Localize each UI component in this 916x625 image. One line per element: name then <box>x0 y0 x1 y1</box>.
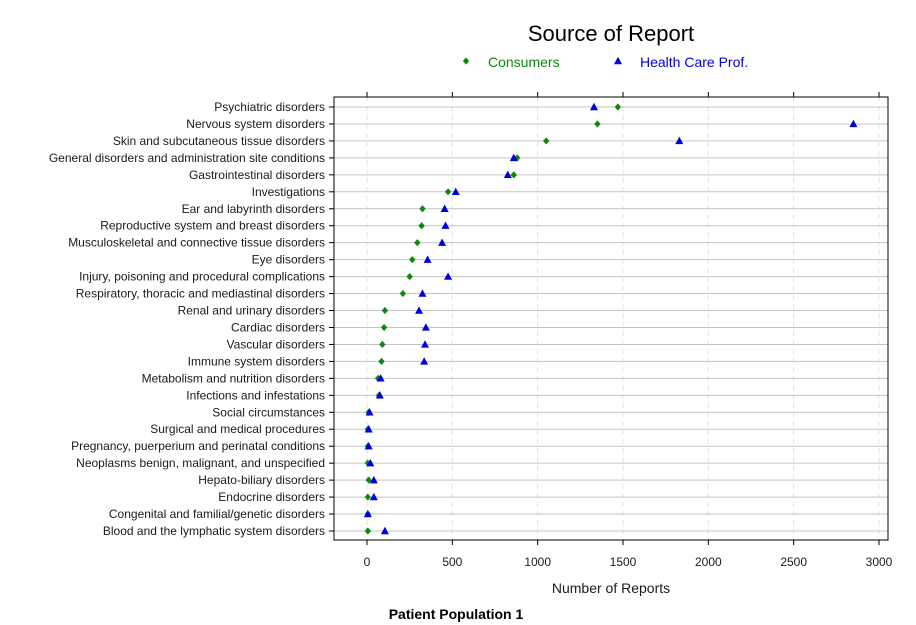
category-label: Immune system disorders <box>188 354 325 368</box>
hcp-point <box>369 475 378 484</box>
hcp-point <box>849 119 858 128</box>
x-tick-label: 3000 <box>866 555 893 569</box>
category-label: Social circumstances <box>212 405 325 419</box>
category-label: Endocrine disorders <box>218 490 325 504</box>
category-label: Investigations <box>252 185 325 199</box>
consumers-point <box>378 357 385 365</box>
hcp-point <box>503 170 512 179</box>
hcp-point <box>423 255 432 263</box>
category-label: Cardiac disorders <box>231 320 325 334</box>
hcp-point <box>451 187 460 195</box>
plot-frame <box>333 96 889 541</box>
category-label: Blood and the lymphatic system disorders <box>103 524 325 538</box>
hcp-point <box>421 323 430 331</box>
category-label: Ear and labyrinth disorders <box>182 202 325 216</box>
category-label: Musculoskeletal and connective tissue di… <box>68 236 325 250</box>
consumers-point <box>406 273 413 281</box>
category-label: Metabolism and nutrition disorders <box>142 371 325 385</box>
hcp-point <box>440 204 449 212</box>
legend: Consumers Health Care Prof. <box>462 54 748 70</box>
x-tick-label: 2500 <box>780 555 807 569</box>
consumers-point <box>364 493 372 501</box>
x-tick-label: 500 <box>442 555 462 569</box>
population-label: Patient Population 1 <box>389 606 524 622</box>
x-tick-label: 1000 <box>524 555 551 569</box>
x-tick-label: 2000 <box>695 555 722 569</box>
hcp-point <box>369 492 378 501</box>
consumers-point <box>380 323 388 332</box>
hcp-point <box>375 391 384 399</box>
consumers-point <box>364 459 372 467</box>
hcp-point <box>441 221 450 229</box>
legend-consumers-marker <box>462 57 470 65</box>
consumers-point <box>414 239 421 247</box>
hcp-point <box>364 425 373 433</box>
category-label: Neoplasms benign, malignant, and unspeci… <box>76 456 325 470</box>
hcp-point <box>363 509 372 518</box>
category-label: Surgical and medical procedures <box>150 422 325 436</box>
hcp-point <box>364 442 373 450</box>
consumers-point <box>594 120 601 128</box>
category-label: Nervous system disorders <box>186 117 325 131</box>
legend-hcp-label: Health Care Prof. <box>640 54 748 70</box>
category-label: Renal and urinary disorders <box>178 304 325 318</box>
hcp-point <box>365 408 374 416</box>
hcp-point <box>420 357 429 365</box>
consumers-point <box>419 205 426 213</box>
hcp-point <box>418 289 427 297</box>
hcp-point <box>366 458 375 467</box>
category-label: Gastrointestinal disorders <box>189 168 325 182</box>
category-label: Psychiatric disorders <box>214 100 325 114</box>
category-label: Skin and subcutaneous tissue disorders <box>113 134 325 148</box>
x-tick-label: 1500 <box>610 555 637 569</box>
hcp-point <box>421 340 430 348</box>
hcp-point <box>509 153 518 162</box>
consumers-point <box>444 188 452 196</box>
consumers-point <box>543 137 550 145</box>
category-label: Eye disorders <box>252 253 325 267</box>
grid-lines <box>334 97 888 540</box>
category-label: Injury, poisoning and procedural complic… <box>79 270 325 284</box>
category-label: Reproductive system and breast disorders <box>100 219 325 233</box>
category-label: Pregnancy, puerperium and perinatal cond… <box>71 439 325 453</box>
legend-consumers-label: Consumers <box>488 54 560 70</box>
hcp-point <box>444 272 453 280</box>
category-label: General disorders and administration sit… <box>49 151 325 165</box>
hcp-point <box>589 102 598 111</box>
chart-title: Source of Report <box>528 21 694 46</box>
hcp-point <box>380 526 389 535</box>
category-label: Respiratory, thoracic and mediastinal di… <box>76 287 325 301</box>
consumers-point <box>409 256 416 264</box>
category-label: Congenital and familial/genetic disorder… <box>109 507 325 521</box>
x-axis-title: Number of Reports <box>552 580 670 596</box>
category-label: Vascular disorders <box>227 337 325 351</box>
consumers-point <box>510 171 517 179</box>
category-label: Infections and infestations <box>186 388 325 402</box>
legend-hcp-marker <box>614 56 622 65</box>
consumers-point <box>379 340 386 349</box>
consumers-point <box>365 476 372 484</box>
category-labels: Psychiatric disorders Nervous system diso… <box>49 100 325 538</box>
hcp-point <box>376 374 385 382</box>
x-axis-ticks: 0 500 1000 1500 2000 2500 3000 <box>329 92 893 569</box>
x-tick-label: 0 <box>364 555 371 569</box>
hcp-point <box>415 306 424 314</box>
data-points <box>363 102 858 535</box>
category-label: Hepato-biliary disorders <box>198 473 325 487</box>
hcp-point <box>438 238 447 246</box>
consumers-point <box>614 103 622 111</box>
consumers-point <box>364 527 372 535</box>
consumers-point <box>399 289 407 298</box>
consumers-point <box>381 306 389 315</box>
consumers-point <box>418 222 425 230</box>
hcp-point <box>675 136 684 145</box>
